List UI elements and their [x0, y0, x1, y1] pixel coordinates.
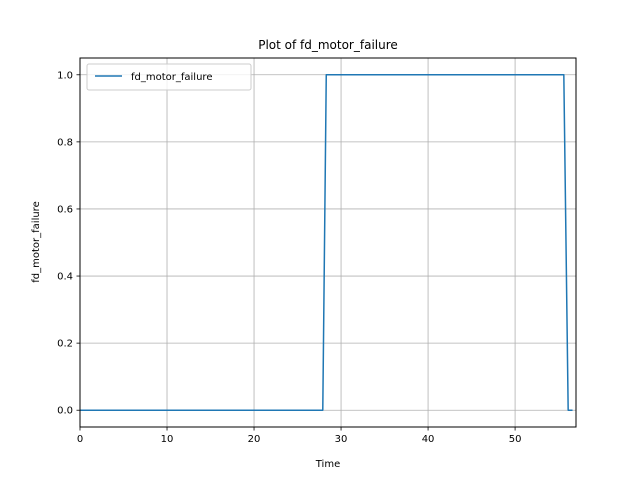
legend-label: fd_motor_failure — [131, 72, 212, 83]
y-tick-label: 1.0 — [57, 70, 73, 81]
series-layer — [80, 74, 573, 411]
series-line — [80, 74, 573, 411]
y-tick-label: 0.2 — [57, 339, 73, 350]
chart-title: Plot of fd_motor_failure — [258, 38, 398, 52]
x-tick-label: 0 — [77, 434, 83, 445]
x-tick-label: 30 — [335, 434, 348, 445]
ticks: 0 10 20 30 40 50 0.0 0.2 0.4 0.6 0.8 1.0 — [57, 70, 521, 445]
x-tick-label: 10 — [161, 434, 174, 445]
y-tick-label: 0.6 — [57, 204, 73, 215]
legend-box — [86, 63, 252, 91]
legend: fd_motor_failure — [86, 63, 252, 91]
plot-frame — [79, 57, 577, 428]
x-tick-label: 40 — [422, 434, 435, 445]
y-tick-label: 0.4 — [57, 272, 73, 283]
x-axis-label: Time — [315, 459, 340, 470]
x-tick-label: 20 — [248, 434, 261, 445]
y-tick-label: 0.8 — [57, 137, 73, 148]
x-tick-label: 50 — [509, 434, 522, 445]
y-tick-label: 0.0 — [57, 406, 73, 417]
y-axis-label: fd_motor_failure — [31, 201, 42, 282]
grid — [79, 58, 576, 427]
